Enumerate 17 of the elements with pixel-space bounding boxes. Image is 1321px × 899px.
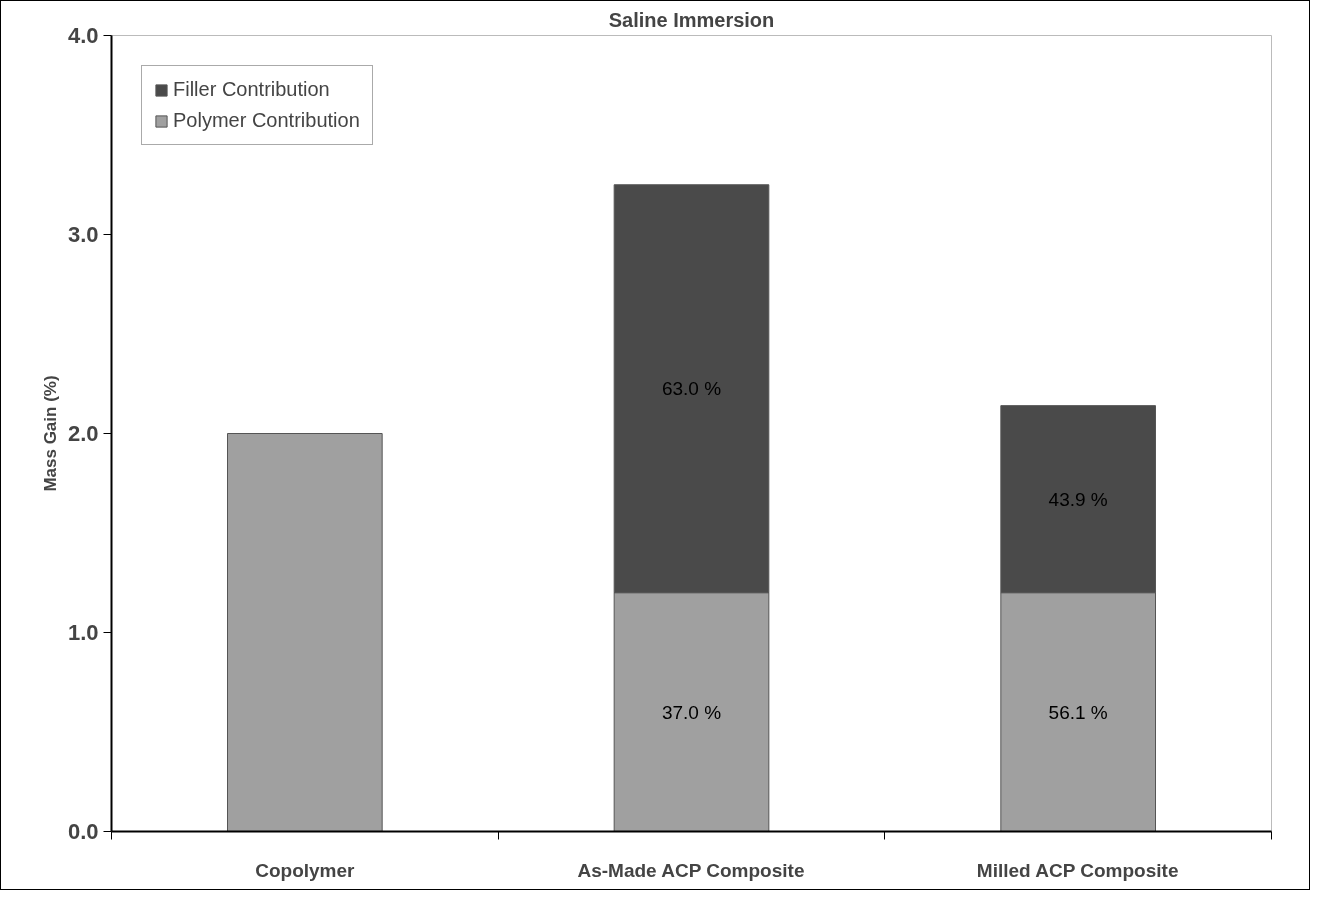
y-tick-label: 0.0 [67, 819, 99, 844]
x-tick-label: Milled ACP Composite [976, 859, 1179, 881]
x-tick-label: Copolymer [255, 859, 356, 881]
y-tick-label: 1.0 [67, 620, 99, 645]
y-axis-title: Mass Gain (%) [40, 375, 60, 492]
annotation: 56.1 % [1048, 701, 1108, 723]
x-tick-label: As-Made ACP Composite [577, 859, 805, 881]
y-tick-label: 4.0 [67, 23, 99, 48]
annotation: 63.0 % [661, 378, 722, 400]
y-tick-label: 2.0 [67, 421, 99, 446]
legend-label: Filler Contribution [173, 78, 330, 101]
annotation: 37.0 % [661, 701, 722, 723]
y-tick-label: 3.0 [67, 222, 99, 247]
chart-title: Saline Immersion [608, 8, 775, 31]
legend-label: Polymer Contribution [173, 109, 360, 132]
bar [227, 433, 383, 832]
annotation: 43.9 % [1048, 488, 1108, 510]
